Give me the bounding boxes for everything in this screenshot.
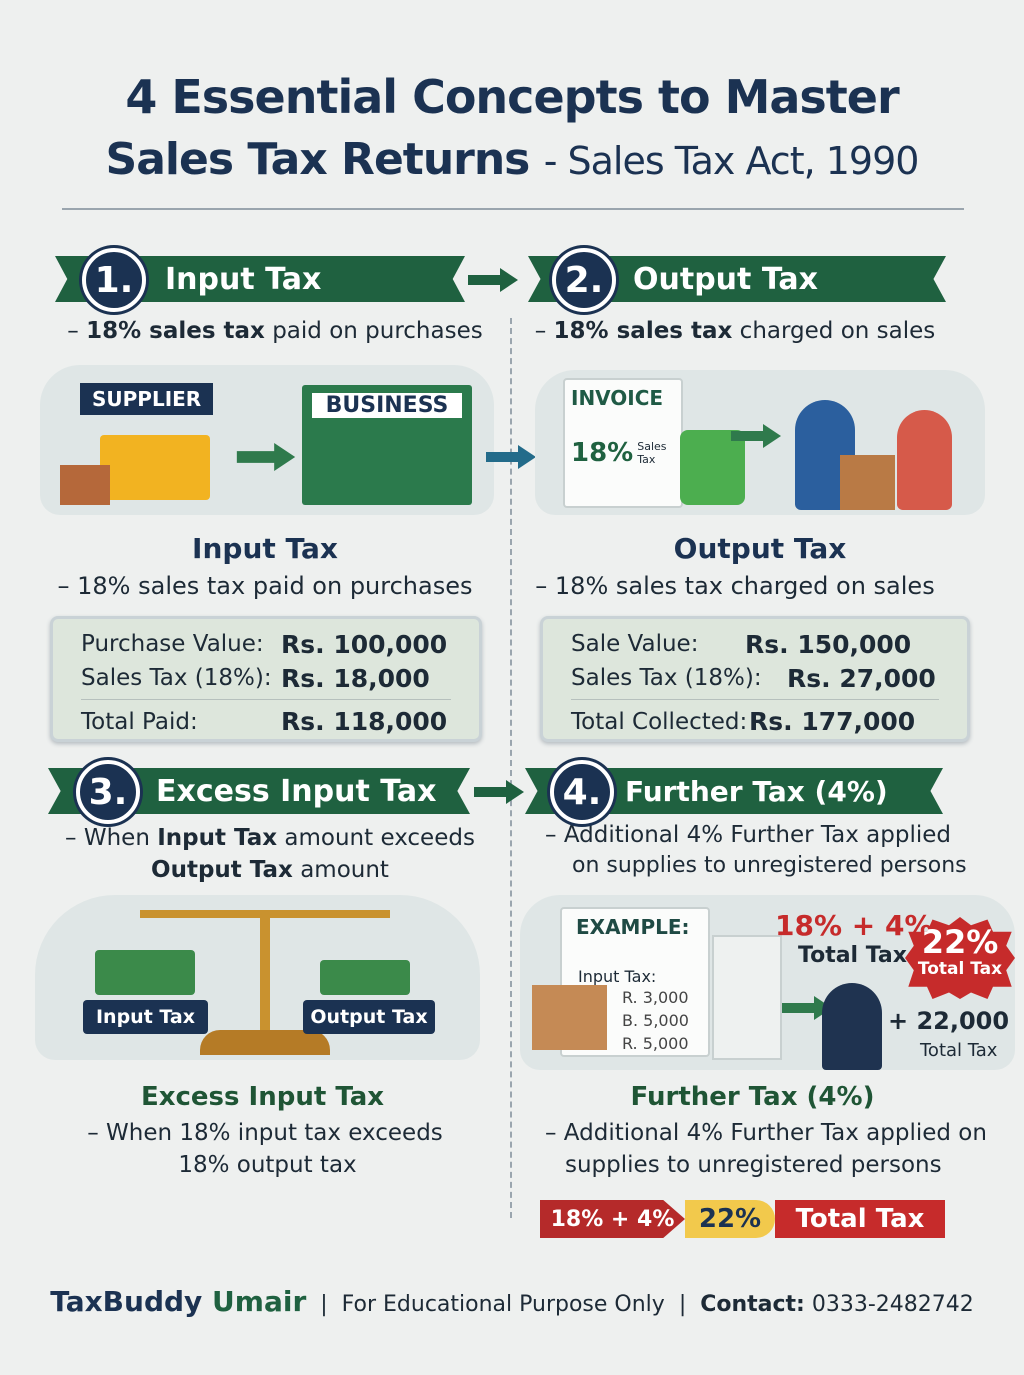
- scale-post: [260, 910, 270, 1030]
- section-4-number: 4.: [550, 760, 614, 824]
- section-3-sub-1: – When 18% input tax exceeds: [87, 1120, 443, 1146]
- input-tax-label: Input Tax:: [578, 967, 657, 986]
- divider: [62, 208, 964, 210]
- calc-row: Purchase Value: Rs. 100,000: [81, 627, 451, 661]
- scale-base: [200, 1030, 330, 1055]
- input-tax-pan-label: Input Tax: [83, 1000, 208, 1034]
- example-label: EXAMPLE:: [576, 915, 690, 939]
- invoice-label: INVOICE: [571, 386, 664, 410]
- right-arrow-icon: [236, 443, 296, 471]
- section-2-heading: Output Tax: [673, 532, 847, 565]
- calc-row: Sale Value: Rs. 150,000: [571, 627, 939, 661]
- section-1-desc: – 18% sales tax paid on purchases: [67, 318, 483, 344]
- calc-value: Rs. 118,000: [281, 707, 448, 736]
- calc-label: Total Paid:: [81, 708, 198, 735]
- output-tax-pan-label: Output Tax: [303, 1000, 435, 1034]
- section-3-desc: – When Input Tax amount exceeds Output Ta…: [65, 825, 475, 883]
- footer: TaxBuddy Umair | For Educational Purpose…: [50, 1285, 974, 1318]
- section-4-sub-2: supplies to unregistered persons: [565, 1152, 942, 1178]
- section-1-number: 1.: [82, 248, 146, 312]
- plus-label: Total Tax: [920, 1040, 998, 1061]
- section-4-sub-1: – Additional 4% Further Tax applied on: [545, 1120, 987, 1146]
- documents-icon: [712, 935, 782, 1060]
- amount: R. 5,000: [622, 1034, 689, 1053]
- truck-icon: [100, 435, 210, 500]
- badge-pct: 22%: [921, 923, 999, 961]
- section-2-number: 2.: [552, 248, 616, 312]
- title-line-2: Sales Tax Returns - Sales Tax Act, 1990: [0, 134, 1024, 185]
- bar-formula: 18% + 4%: [540, 1200, 685, 1238]
- shopkeeper-icon: [897, 410, 952, 510]
- total-tax-text: Total Tax: [798, 943, 907, 968]
- plus-amount: + 22,000: [888, 1007, 1010, 1035]
- sales-scene: INVOICE 18% Sales Tax: [535, 370, 985, 515]
- balance-scene: Input Tax Output Tax: [35, 895, 480, 1060]
- section-2-subheading: – 18% sales tax charged on sales: [535, 572, 935, 600]
- businessman-icon: [822, 983, 882, 1070]
- title-main: Sales Tax Returns: [105, 134, 531, 185]
- calc-row: Sales Tax (18%): Rs. 27,000: [571, 661, 939, 695]
- section-1-subheading: – 18% sales tax paid on purchases: [57, 572, 473, 600]
- money-stack-icon: [320, 960, 410, 995]
- supplier-label: SUPPLIER: [80, 383, 214, 415]
- calc-row-total: Total Paid: Rs. 118,000: [81, 699, 451, 739]
- bar-label: Total Tax: [775, 1200, 945, 1238]
- bar-result: 22%: [685, 1200, 775, 1238]
- section-2-calc-box: Sale Value: Rs. 150,000 Sales Tax (18%): R…: [540, 616, 970, 742]
- boxes-icon: [532, 985, 607, 1050]
- calc-label: Total Collected:: [571, 708, 748, 735]
- invoice-pct: 18%: [571, 438, 634, 468]
- title-sub: - Sales Tax Act, 1990: [543, 139, 920, 183]
- calc-value: Rs. 18,000: [281, 663, 430, 693]
- right-arrow-icon: [782, 996, 832, 1020]
- calc-value: Rs. 150,000: [745, 629, 912, 659]
- contact-number: 0333-2482742: [811, 1292, 974, 1317]
- brand: TaxBuddy Umair: [50, 1285, 307, 1318]
- calc-row: Sales Tax (18%): Rs. 18,000: [81, 661, 451, 695]
- invoice-sublabel: Sales Tax: [637, 440, 667, 466]
- right-arrow-icon: [474, 780, 524, 804]
- badge-label: Total Tax: [917, 959, 1003, 979]
- formula-text: 18% + 4%: [775, 909, 933, 942]
- right-arrow-icon: [731, 424, 781, 448]
- invoice-icon: INVOICE 18% Sales Tax: [563, 378, 683, 508]
- section-3-number: 3.: [76, 760, 140, 824]
- calc-label: Purchase Value:: [81, 631, 264, 657]
- calc-label: Sales Tax (18%):: [81, 665, 272, 691]
- example-document: EXAMPLE: Input Tax: R. 3,000 B. 5,000 R.…: [560, 907, 710, 1057]
- amount: B. 5,000: [622, 1011, 689, 1030]
- further-tax-scene: EXAMPLE: Input Tax: R. 3,000 B. 5,000 R.…: [520, 895, 1015, 1070]
- calc-label: Sales Tax (18%):: [571, 665, 762, 691]
- section-4-desc-1: – Additional 4% Further Tax applied: [545, 822, 951, 848]
- footer-note: For Educational Purpose Only: [341, 1292, 665, 1317]
- section-2-desc: – 18% sales tax charged on sales: [534, 318, 936, 344]
- right-arrow-icon: [486, 445, 536, 469]
- calc-value: Rs. 27,000: [787, 663, 936, 693]
- section-3-heading: Excess Input Tax: [140, 1082, 385, 1112]
- boxes-icon: [60, 465, 110, 505]
- title-line-1: 4 Essential Concepts to Master: [125, 70, 899, 124]
- section-3-sub-2: 18% output tax: [178, 1152, 357, 1178]
- calc-label: Sale Value:: [571, 631, 699, 657]
- contact-label: Contact:: [700, 1292, 805, 1317]
- calc-value: Rs. 100,000: [281, 629, 448, 659]
- section-1-calc-box: Purchase Value: Rs. 100,000 Sales Tax (18…: [50, 616, 482, 742]
- business-label: BUSINESS: [312, 393, 462, 418]
- section-1-heading: Input Tax: [192, 532, 338, 565]
- calc-row-total: Total Collected: Rs. 177,000: [571, 699, 939, 739]
- money-stack-icon: [95, 950, 195, 995]
- center-divider: [510, 318, 512, 1218]
- supply-scene: SUPPLIER BUSINESS: [40, 365, 494, 515]
- right-arrow-icon: [468, 268, 518, 292]
- shopping-bag-icon: [840, 455, 895, 510]
- calc-value: Rs. 177,000: [749, 707, 916, 736]
- van-icon: [680, 430, 745, 505]
- amount: R. 3,000: [622, 988, 689, 1007]
- total-tax-bar: 18% + 4% 22% Total Tax: [540, 1198, 945, 1240]
- section-4-desc-2: on supplies to unregistered persons: [572, 853, 967, 878]
- section-4-heading: Further Tax (4%): [630, 1082, 875, 1112]
